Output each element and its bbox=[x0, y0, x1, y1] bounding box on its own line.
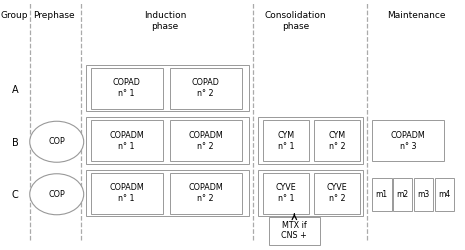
Bar bbox=[372, 178, 392, 210]
Text: COP: COP bbox=[48, 137, 65, 146]
Text: C: C bbox=[12, 190, 19, 200]
Text: CYM
n° 2: CYM n° 2 bbox=[329, 130, 345, 151]
Text: B: B bbox=[12, 138, 19, 147]
Text: CYM
n° 1: CYM n° 1 bbox=[278, 130, 294, 151]
Text: m3: m3 bbox=[418, 190, 430, 199]
Bar bbox=[86, 170, 249, 216]
Text: COPADM
n° 1: COPADM n° 1 bbox=[109, 130, 144, 151]
Bar bbox=[86, 118, 249, 164]
Bar bbox=[314, 120, 360, 161]
Text: m1: m1 bbox=[376, 190, 388, 199]
Bar bbox=[393, 178, 412, 210]
Bar bbox=[170, 68, 242, 109]
Text: COPAD
n° 2: COPAD n° 2 bbox=[192, 78, 219, 98]
Bar bbox=[86, 65, 249, 111]
Bar bbox=[258, 170, 363, 216]
Text: A: A bbox=[12, 85, 19, 95]
Text: COPADM
n° 3: COPADM n° 3 bbox=[391, 130, 425, 151]
Ellipse shape bbox=[30, 121, 84, 162]
Bar bbox=[263, 172, 309, 214]
Text: Prephase: Prephase bbox=[33, 11, 74, 20]
Bar bbox=[414, 178, 433, 210]
Text: CYVE
n° 2: CYVE n° 2 bbox=[327, 183, 347, 203]
Bar bbox=[170, 120, 242, 161]
Text: CYVE
n° 1: CYVE n° 1 bbox=[276, 183, 296, 203]
Ellipse shape bbox=[30, 174, 84, 215]
Bar bbox=[372, 120, 444, 161]
Bar bbox=[269, 217, 320, 244]
Text: m4: m4 bbox=[438, 190, 451, 199]
Text: COPADM
n° 2: COPADM n° 2 bbox=[188, 183, 223, 203]
Bar bbox=[91, 120, 163, 161]
Bar bbox=[435, 178, 454, 210]
Text: COPAD
n° 1: COPAD n° 1 bbox=[113, 78, 140, 98]
Text: COPADM
n° 1: COPADM n° 1 bbox=[109, 183, 144, 203]
Text: m2: m2 bbox=[397, 190, 409, 199]
Text: COPADM
n° 2: COPADM n° 2 bbox=[188, 130, 223, 151]
Bar bbox=[170, 172, 242, 214]
Bar bbox=[258, 118, 363, 164]
Bar bbox=[91, 68, 163, 109]
Text: Induction
phase: Induction phase bbox=[144, 11, 186, 31]
Bar bbox=[314, 172, 360, 214]
Text: Group: Group bbox=[0, 11, 28, 20]
Bar bbox=[263, 120, 309, 161]
Text: Maintenance: Maintenance bbox=[387, 11, 445, 20]
Text: Consolidation
phase: Consolidation phase bbox=[265, 11, 326, 31]
Bar bbox=[91, 172, 163, 214]
Text: COP: COP bbox=[48, 190, 65, 199]
Text: MTX if
CNS +: MTX if CNS + bbox=[281, 221, 307, 240]
